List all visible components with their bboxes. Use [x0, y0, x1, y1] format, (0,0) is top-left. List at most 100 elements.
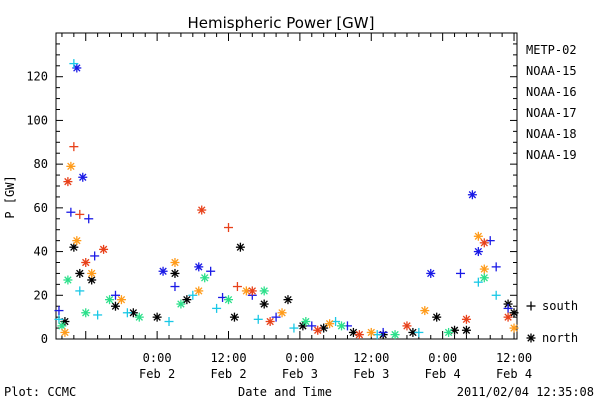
data-point	[354, 330, 364, 340]
data-point	[259, 299, 269, 309]
x-axis-label: Date and Time	[238, 385, 332, 399]
data-point	[87, 275, 97, 285]
data-point	[473, 247, 483, 257]
data-points	[54, 59, 519, 340]
footer-plot-label: Plot: CCMC	[4, 385, 76, 399]
legend-entry: NOAA-19	[526, 148, 577, 162]
data-point	[81, 308, 91, 318]
data-point	[301, 317, 311, 327]
data-point	[84, 214, 94, 224]
data-point	[99, 244, 109, 254]
y-tick-label: 0	[41, 332, 48, 346]
data-point	[212, 303, 222, 313]
data-point	[158, 266, 168, 276]
data-point	[307, 321, 317, 331]
series-noaa-19	[63, 142, 513, 340]
legend: METP-02 NOAA-15 NOAA-16 NOAA-17 NOAA-18 NOAA-…	[526, 43, 577, 162]
data-point	[75, 286, 85, 296]
data-point	[69, 59, 79, 69]
data-point	[188, 290, 198, 300]
data-point	[63, 177, 73, 187]
data-point	[69, 142, 79, 152]
data-point	[170, 258, 180, 267]
data-point	[75, 268, 85, 278]
data-point	[110, 301, 120, 311]
data-point	[60, 317, 70, 327]
data-point	[247, 286, 257, 296]
data-point	[509, 323, 519, 333]
data-point	[105, 295, 115, 305]
x-tick-label: 12:00	[496, 351, 532, 365]
data-point	[259, 286, 269, 296]
y-tick-label: 20	[34, 288, 48, 302]
series-noaa-17	[57, 273, 489, 340]
data-point	[414, 327, 424, 337]
y-tick-label: 100	[26, 113, 48, 127]
data-point	[491, 262, 501, 272]
data-point	[81, 258, 91, 267]
series-noaa-18	[60, 161, 519, 337]
marker-legend-symbol	[526, 301, 536, 311]
y-axis-label: P [GW]	[3, 175, 17, 218]
data-point	[265, 317, 275, 327]
data-point	[503, 312, 513, 322]
data-point	[298, 321, 308, 331]
data-point	[116, 295, 126, 305]
data-point	[197, 205, 207, 215]
data-point	[461, 314, 471, 324]
data-point	[337, 321, 347, 331]
x-tick-date-label: Feb 2	[210, 367, 246, 381]
data-point	[176, 299, 186, 309]
legend-entry: NOAA-18	[526, 127, 577, 141]
marker-legend-symbol	[526, 333, 536, 343]
data-point	[402, 321, 412, 331]
data-point	[491, 290, 501, 300]
data-point	[378, 327, 388, 337]
x-tick-date-label: Feb 3	[282, 367, 318, 381]
data-point	[455, 268, 465, 278]
x-tick-label: 12:00	[210, 351, 246, 365]
data-point	[503, 303, 513, 313]
data-point	[461, 325, 471, 335]
data-point	[479, 264, 489, 274]
x-tick-date-label: Feb 4	[496, 367, 532, 381]
data-point	[277, 308, 287, 318]
data-point	[420, 306, 430, 316]
legend-entry: METP-02	[526, 43, 577, 57]
data-point	[87, 268, 97, 278]
data-point	[366, 327, 376, 337]
data-point	[75, 209, 85, 219]
data-point	[182, 295, 192, 305]
y-tick-label: 120	[26, 70, 48, 84]
data-point	[432, 312, 442, 322]
chart-title: Hemispheric Power [GW]	[188, 14, 375, 32]
data-point	[479, 273, 489, 283]
data-point	[283, 295, 293, 305]
data-point	[90, 251, 100, 261]
data-point	[122, 308, 132, 318]
data-point	[313, 325, 323, 335]
data-point	[194, 262, 204, 272]
data-point	[473, 277, 483, 287]
data-point	[426, 268, 436, 278]
data-point	[60, 327, 70, 337]
data-point	[134, 312, 144, 322]
x-tick-label: 0:00	[143, 351, 172, 365]
data-point	[152, 312, 162, 322]
marker-legend: south north	[526, 299, 578, 345]
series-metp-02	[60, 242, 519, 340]
data-point	[110, 290, 120, 300]
data-point	[206, 266, 216, 276]
data-point	[78, 172, 88, 182]
data-point	[229, 312, 239, 322]
x-axis: 0:00 Feb 2 12:00 Feb 2 0:00 Feb 3 12:00 Feb 3 0:…	[61, 33, 532, 381]
plot-frame	[55, 32, 518, 340]
data-point	[224, 295, 234, 305]
x-tick-date-label: Feb 4	[425, 367, 461, 381]
y-axis: 0 20 40 60 80 100 120	[26, 32, 517, 346]
data-point	[444, 327, 454, 337]
data-point	[253, 314, 263, 324]
data-point	[467, 190, 477, 200]
data-point	[194, 286, 204, 296]
